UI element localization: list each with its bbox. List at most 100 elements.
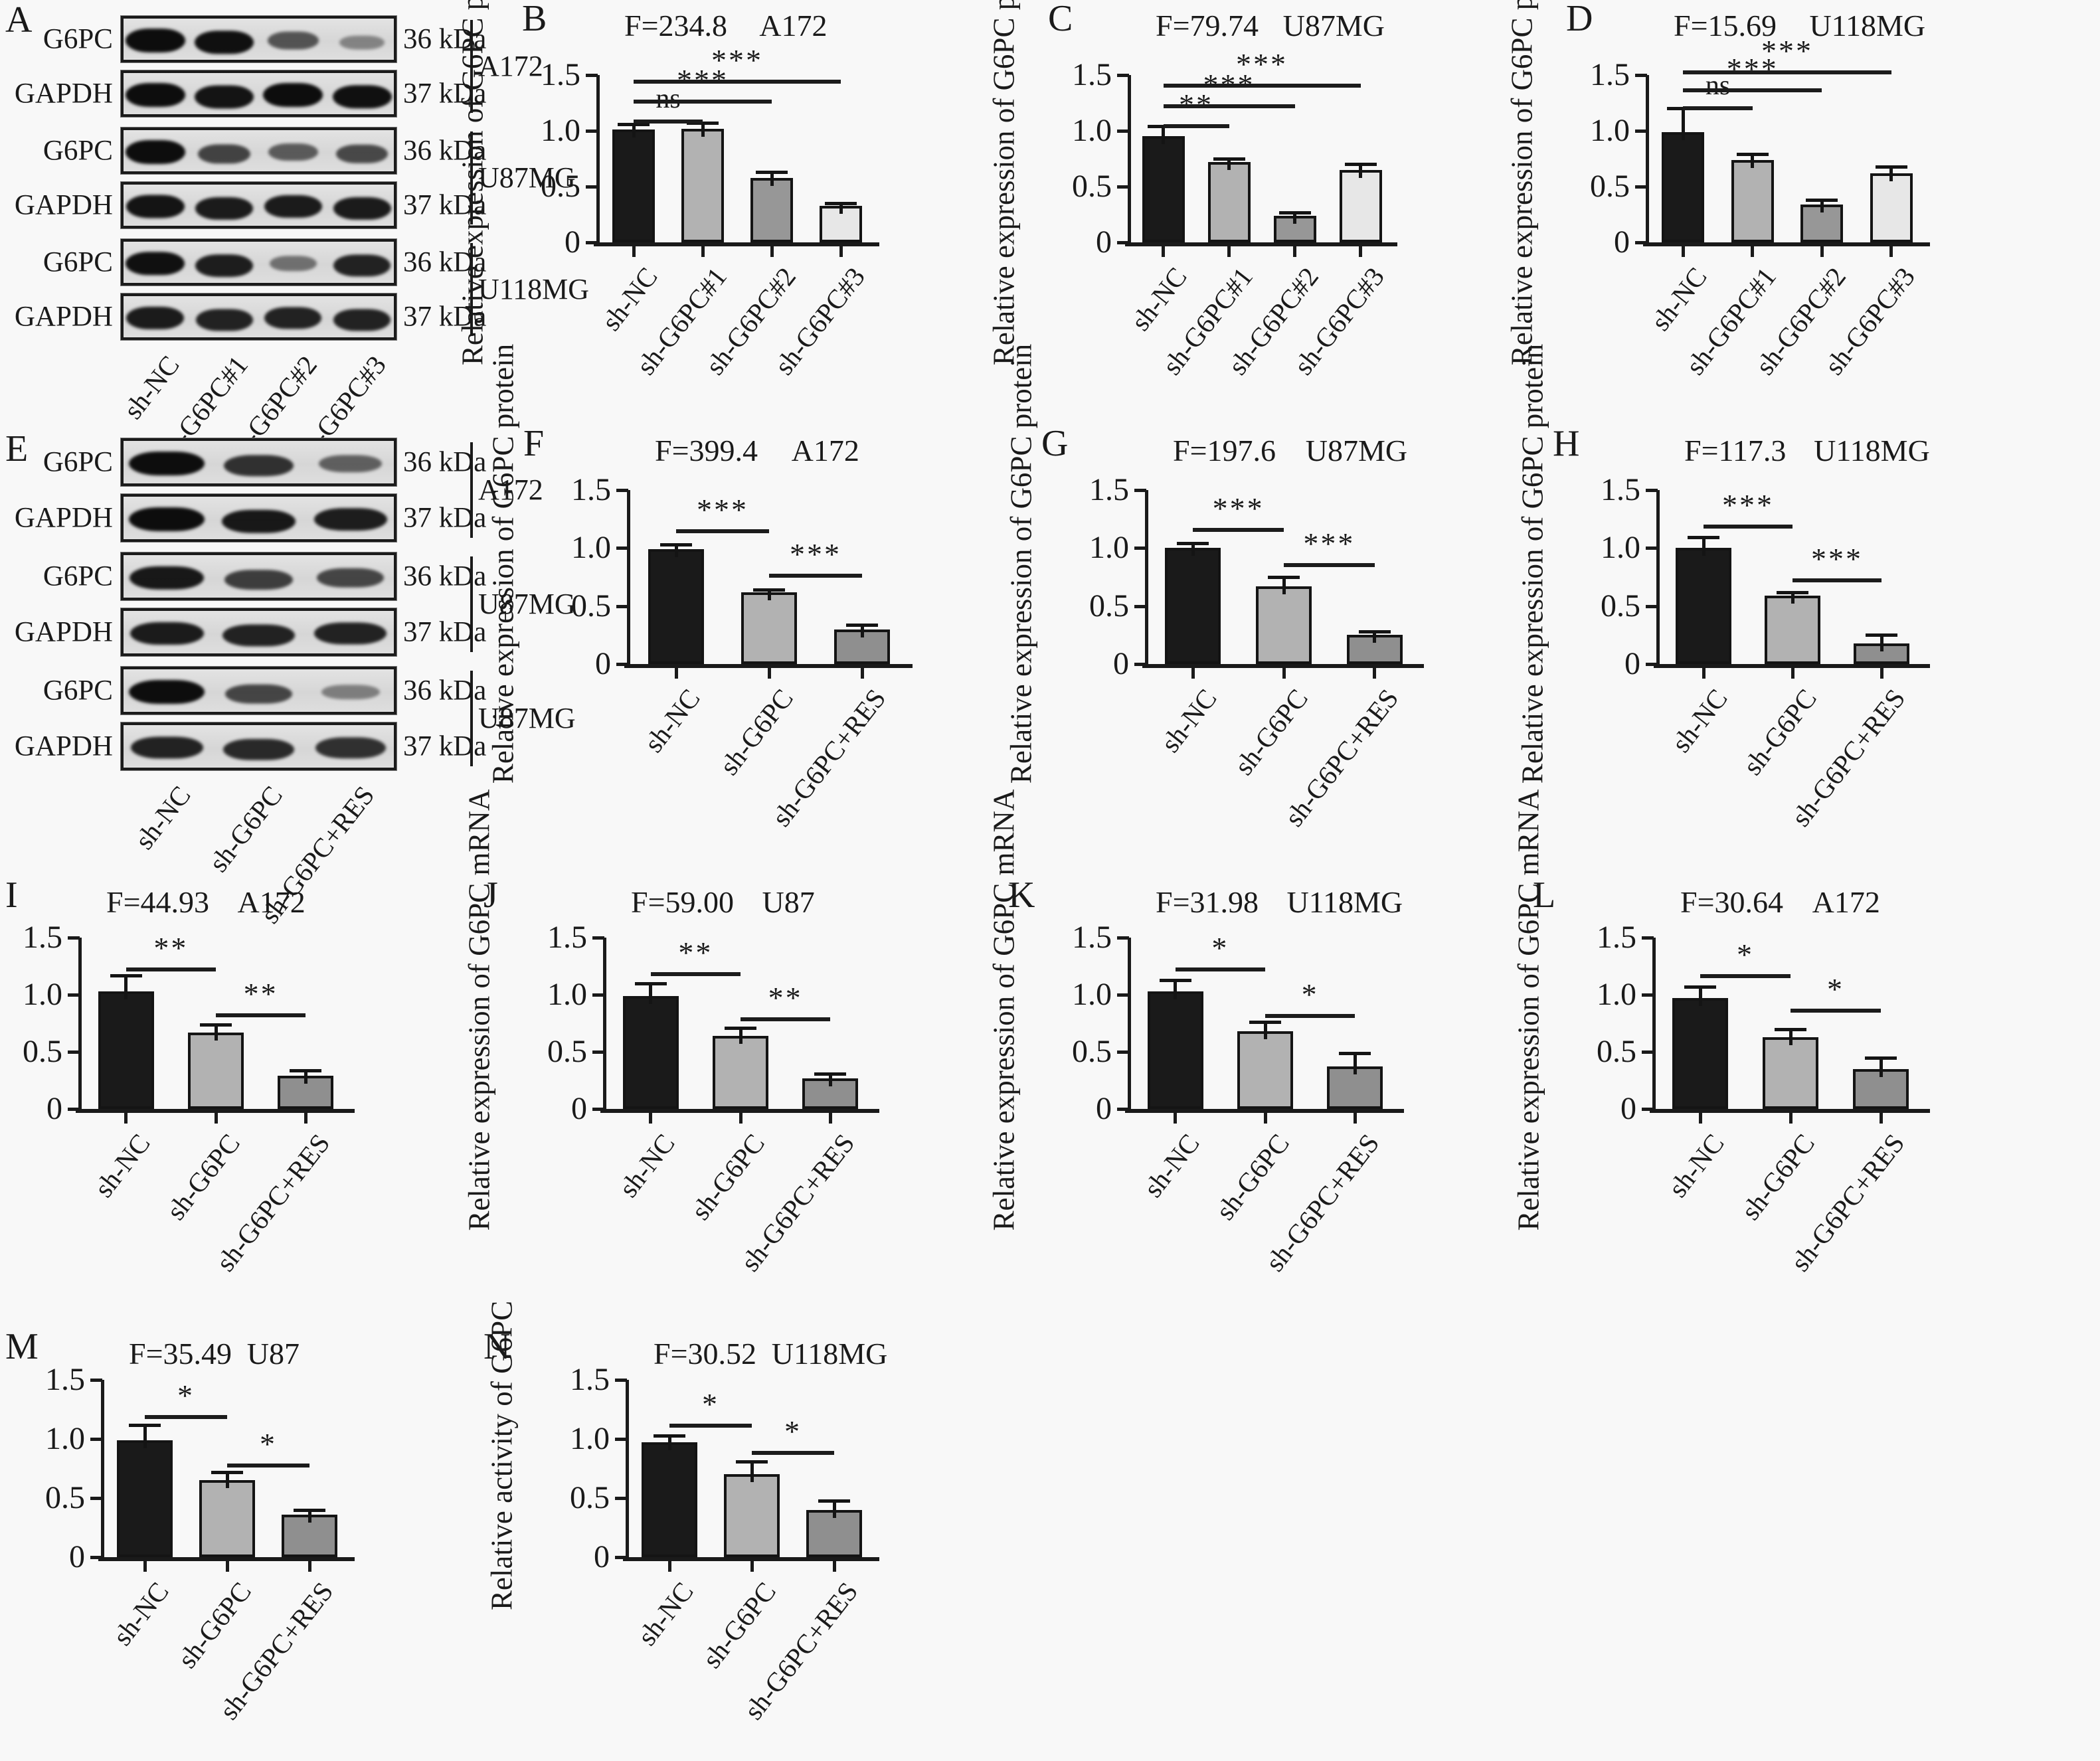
y-tick [615, 1497, 627, 1500]
error-bar-line [1263, 1022, 1267, 1040]
y-tick-label: 1.5 [1597, 920, 1636, 955]
x-category-label: sh-G6PC [171, 1576, 257, 1674]
significance-label: *** [697, 493, 748, 527]
x-tick [1702, 668, 1706, 679]
y-tick-label: 1.0 [547, 977, 587, 1012]
y-tick-label: 1.0 [541, 113, 580, 148]
significance-line [1700, 974, 1791, 979]
error-bar-line [307, 1509, 311, 1523]
antibody-label: GAPDH [14, 502, 113, 534]
y-tick [615, 1379, 627, 1382]
y-axis-line [78, 938, 82, 1112]
protein-band [264, 307, 322, 329]
chart-panel-D: D F=15.69 U118MG Relative expression of G6P… [1506, 0, 2100, 425]
chart-panel-C: C F=79.74 U87MG Relative expression of G6PC… [988, 0, 1567, 425]
x-tick [1227, 246, 1231, 257]
y-tick [586, 241, 598, 244]
error-bar-line [1791, 592, 1794, 604]
y-tick-label: 1.5 [547, 920, 587, 955]
blot-strip [121, 667, 396, 714]
molecular-weight-label: 37 kDa [403, 730, 487, 762]
western-blot-panel-E: E G6PC 36 kDa GAPDH 37 kDa A172 G6PC 36 kDa GAPD… [0, 425, 576, 929]
blot-strip [121, 239, 396, 286]
significance-line [1704, 525, 1793, 529]
y-tick-label: 0 [1096, 1091, 1112, 1126]
error-bar-line [1353, 1052, 1357, 1075]
protein-band [195, 31, 254, 54]
blot-strip [121, 494, 396, 542]
x-tick [1879, 1113, 1883, 1124]
x-axis-line [594, 242, 879, 246]
error-bar-line [1162, 126, 1165, 145]
significance-label: *** [1722, 488, 1774, 522]
x-tick [649, 1113, 653, 1124]
x-axis-line [600, 1109, 879, 1113]
f-statistic: F=35.49 [129, 1337, 232, 1371]
significance-label: * [702, 1386, 719, 1421]
x-tick [1889, 246, 1893, 257]
x-tick [1353, 1113, 1357, 1124]
x-tick [225, 1561, 229, 1572]
panel-letter: N [483, 1326, 511, 1367]
y-axis-line [1646, 75, 1649, 245]
panel-letter: H [1553, 423, 1580, 464]
x-tick [828, 1113, 832, 1124]
y-tick-label: 0.5 [1072, 1034, 1112, 1069]
antibody-label: GAPDH [14, 189, 113, 221]
y-tick-label: 1.0 [45, 1421, 85, 1456]
significance-line [1193, 528, 1284, 533]
x-category-label: sh-NC [595, 261, 663, 337]
panel-letter: F [523, 423, 545, 464]
error-bar-line [1820, 200, 1824, 212]
bar-sh-G6PC [741, 592, 797, 664]
error-bar-line [1789, 1029, 1793, 1045]
significance-label: * [1827, 971, 1844, 1006]
protein-band [225, 684, 292, 704]
protein-band [268, 31, 319, 50]
protein-band [130, 622, 204, 645]
y-tick-label: 0 [565, 224, 580, 260]
panel-letter: D [1566, 0, 1593, 39]
bar-sh-G6PC [724, 1474, 780, 1557]
y-tick [1646, 604, 1658, 608]
y-tick-label: 0 [594, 1539, 610, 1574]
y-tick [1117, 241, 1129, 244]
x-axis-line [623, 1557, 879, 1561]
x-axis-line [1142, 664, 1424, 668]
y-tick-label: 1.0 [1597, 977, 1636, 1012]
error-bar-line [143, 1424, 147, 1448]
bar-sh-NC [648, 548, 704, 664]
chart-panel-N: N F=30.52 U118MG Relative activity of G6PC 0… [483, 1300, 1049, 1761]
y-tick [1635, 185, 1647, 189]
f-statistic: F=79.74 [1156, 9, 1259, 42]
y-tick-label: 1.5 [571, 471, 611, 507]
protein-band [332, 85, 392, 109]
y-tick-label: 0 [1620, 1091, 1636, 1126]
significance-label: *** [1726, 52, 1779, 86]
significance-label: * [1301, 977, 1319, 1012]
protein-band [222, 738, 295, 761]
f-statistic: F=44.93 [106, 885, 210, 919]
bar-sh-NC [117, 1440, 173, 1557]
cell-line-bracket [470, 671, 473, 766]
protein-band [197, 144, 251, 164]
chart-title: A172 [237, 885, 306, 919]
y-tick-label: 0 [595, 646, 611, 681]
y-tick [586, 185, 598, 189]
protein-band [333, 197, 391, 220]
significance-label: *** [1236, 47, 1288, 82]
bar-sh-G6PC#1 [681, 128, 724, 242]
significance-label: * [1211, 930, 1229, 965]
error-bar-line [1282, 576, 1286, 594]
significance-line [1683, 70, 1891, 75]
f-statistic: F=30.64 [1680, 885, 1784, 919]
bar-sh-G6PC [1237, 1031, 1293, 1109]
error-bar-line [632, 124, 636, 138]
x-category-label: sh-NC [1125, 261, 1193, 337]
x-tick [1359, 246, 1362, 257]
x-tick [632, 246, 636, 257]
panel-letter: L [1533, 875, 1556, 916]
x-tick [750, 1561, 754, 1572]
y-tick [68, 1050, 80, 1054]
x-tick [1282, 668, 1286, 679]
